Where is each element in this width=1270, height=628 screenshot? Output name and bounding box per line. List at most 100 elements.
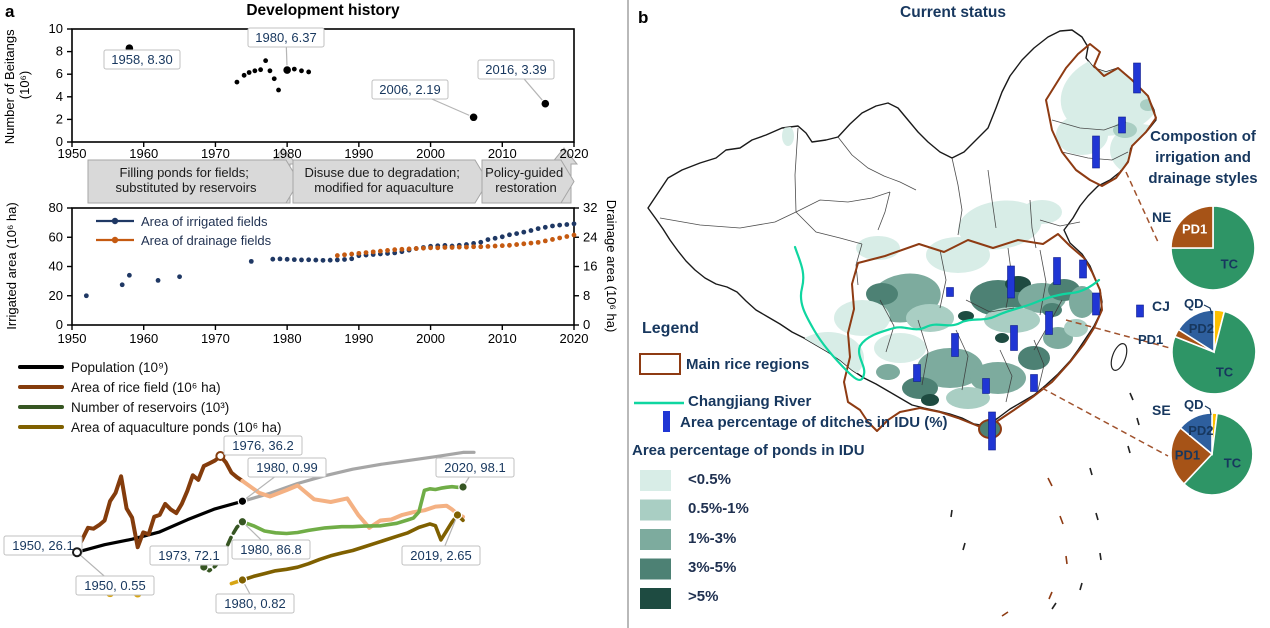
pie-slice-label: PD1 <box>1182 222 1207 237</box>
timeline-band: Filling ponds for fields; substituted by… <box>87 147 579 204</box>
ditch-percentage-bar <box>1092 292 1100 316</box>
data-point <box>291 66 297 72</box>
data-point <box>406 246 412 252</box>
rice-region-south <box>843 233 1103 432</box>
fields-chart-layer: 1950 1960 1970 1980 1990 2000 2010 202002040608… <box>49 200 598 346</box>
data-point <box>385 248 390 253</box>
legend-row-population: Population (10⁹) <box>18 359 168 375</box>
data-point <box>557 235 563 241</box>
data-point <box>514 231 520 236</box>
pie-slice-label: PD2 <box>1188 423 1213 438</box>
annotation-text: 1973, 72.1 <box>158 548 219 563</box>
ponds-legend-heading: Area percentage of ponds in IDU <box>632 442 865 459</box>
annotation-callout <box>103 49 181 70</box>
pie-slice-label: PD2 <box>1189 321 1214 336</box>
data-point <box>399 246 405 252</box>
ditch-percentage-bar <box>1136 304 1144 318</box>
data-point <box>550 223 555 229</box>
data-point <box>313 257 319 263</box>
x-tick-label: 2020 <box>560 146 589 161</box>
composition-heading: Compostion of irrigation and drainage st… <box>1148 128 1258 187</box>
pie-label-qd-cj: QD <box>1184 296 1204 311</box>
annotated-point <box>237 575 248 585</box>
reservoirs-legend-label: Number of reservoirs (10³) <box>71 399 230 415</box>
changjiang-river <box>793 245 1101 381</box>
data-point <box>535 239 541 245</box>
annotation-text: 1950, 26.1 <box>12 538 73 553</box>
right-tick-label: 0 <box>583 317 590 332</box>
reservoirs-line-swatch <box>18 405 64 409</box>
right-tick-label: 24 <box>583 229 597 244</box>
ditch-percentage-bar <box>1053 257 1061 285</box>
china-map: TC PD1 TC PD2 TC PD1 PD2 <box>634 29 1257 617</box>
timeline-stage1-text: Filling ponds for fields; substituted by… <box>116 165 257 195</box>
data-point <box>478 239 484 245</box>
data-point <box>471 244 476 250</box>
data-point <box>535 226 541 232</box>
data-point <box>377 248 383 254</box>
rice-region-swatch <box>639 353 681 375</box>
pie-slice-label: TC <box>1224 456 1242 471</box>
data-point <box>492 235 498 241</box>
pond-class-label-2: 0.5%-1% <box>688 500 749 517</box>
taiwan-island <box>1110 343 1128 371</box>
development-history-charts: Number of Beitangs (10⁶) Filling ponds f… <box>2 21 619 614</box>
x-tick-label: 1950 <box>58 331 87 346</box>
annotated-point <box>282 65 292 75</box>
trend-line-pre1980 <box>75 454 245 551</box>
data-point <box>528 240 534 246</box>
y-tick-label: 2 <box>56 111 63 126</box>
data-point <box>464 244 469 250</box>
pie-region-label-se: SE <box>1152 402 1171 418</box>
data-point <box>492 243 498 249</box>
islands-layer <box>950 343 1140 617</box>
data-point <box>507 242 512 248</box>
data-point <box>499 234 505 240</box>
data-point <box>83 293 89 299</box>
right-tick-label: 16 <box>583 259 597 274</box>
composition-pies-layer: TC PD1 TC PD2 TC PD1 PD2 <box>1170 205 1257 496</box>
ditch-percentage-bar <box>913 364 921 382</box>
annotation-callout <box>247 27 325 48</box>
x-tick-label: 2000 <box>416 331 445 346</box>
ditch-percentage-bar <box>946 287 954 297</box>
data-point <box>263 58 269 64</box>
data-point <box>126 272 132 278</box>
y-tick-label: 10 <box>49 21 63 36</box>
data-point <box>320 257 326 263</box>
data-point <box>276 87 281 93</box>
aquaculture-line-swatch <box>18 425 64 429</box>
data-point <box>557 222 563 228</box>
ditch-percentage-bar <box>1010 325 1018 351</box>
data-point <box>284 256 290 262</box>
annotation-text: 1980, 0.82 <box>224 596 285 611</box>
pond-class-label-3: 1%-3% <box>688 530 737 547</box>
ditch-percentage-bar <box>1007 265 1015 299</box>
ditch-percentage-bar <box>1118 116 1126 134</box>
data-point <box>392 247 398 253</box>
annotation-callout <box>477 59 555 80</box>
data-point <box>334 253 340 258</box>
x-tick-label: 2000 <box>416 146 445 161</box>
data-point <box>342 252 347 258</box>
annotation-callout <box>75 575 155 596</box>
data-point <box>248 258 254 264</box>
data-point <box>564 222 570 227</box>
annotated-point <box>237 516 248 527</box>
ditch-percentage-bar <box>988 411 996 451</box>
pie-slice-pd1 <box>1170 205 1214 249</box>
data-point <box>507 232 512 238</box>
pond-class-swatch <box>640 558 671 580</box>
x-tick-label: 1990 <box>344 146 373 161</box>
pond-class-swatch <box>640 499 671 521</box>
legend-row-aquaculture: Area of aquaculture ponds (10⁶ ha) <box>18 419 281 435</box>
data-point <box>246 70 252 75</box>
data-point <box>234 79 240 85</box>
data-point <box>306 69 312 75</box>
data-point <box>528 228 534 233</box>
data-point <box>413 246 419 251</box>
x-tick-label: 1950 <box>58 146 87 161</box>
annotation-text: 1980, 86.8 <box>240 542 301 557</box>
data-point <box>277 256 283 262</box>
